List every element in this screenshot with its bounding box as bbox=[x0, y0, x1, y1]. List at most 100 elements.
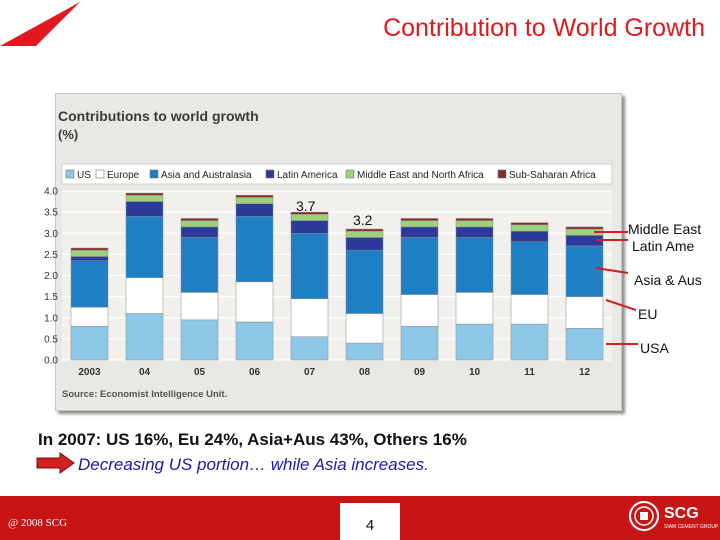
bar-segment-sub_saharan-12 bbox=[565, 226, 604, 230]
callout-latin-ame: Latin Ame bbox=[632, 238, 695, 254]
bar-segment-us-2003 bbox=[70, 325, 109, 361]
bar-segment-europe-07 bbox=[290, 298, 329, 338]
insight-text: Decreasing US portion… while Asia increa… bbox=[78, 455, 429, 474]
bar-segment-us-06 bbox=[235, 321, 274, 361]
chart-unit: (%) bbox=[58, 127, 79, 142]
legend-swatch-middle_east bbox=[345, 169, 355, 179]
y-tick-label: 1.5 bbox=[44, 292, 58, 303]
slide-title: Contribution to World Growth bbox=[383, 14, 705, 42]
bar-segment-europe-04 bbox=[125, 277, 164, 314]
bar-segment-us-08 bbox=[345, 342, 384, 361]
bar-segment-asia-12 bbox=[565, 245, 604, 297]
bar-segment-latin_america-06 bbox=[235, 203, 274, 217]
legend-swatch-sub_saharan bbox=[497, 169, 507, 179]
bar-segment-us-09 bbox=[400, 325, 439, 361]
bar-segment-middle_east-09 bbox=[400, 220, 439, 228]
callout-value-08: 3.2 bbox=[353, 212, 373, 228]
bar-segment-us-10 bbox=[455, 323, 494, 361]
brand-logo bbox=[0, 2, 80, 46]
bar-segment-middle_east-11 bbox=[510, 224, 549, 232]
bar-segment-asia-11 bbox=[510, 241, 549, 295]
bar-segment-latin_america-10 bbox=[455, 226, 494, 238]
y-tick-label: 0.5 bbox=[44, 334, 58, 345]
chart-title: Contributions to world growth bbox=[58, 108, 259, 124]
summary-text: In 2007: US 16%, Eu 24%, Asia+Aus 43%, O… bbox=[38, 430, 467, 449]
legend-swatch-latin_america bbox=[265, 169, 275, 179]
x-tick-label: 10 bbox=[469, 367, 481, 378]
bar-segment-latin_america-04 bbox=[125, 201, 164, 217]
legend-label-asia: Asia and Australasia bbox=[161, 170, 252, 181]
scg-brand-name: SCG bbox=[664, 505, 699, 522]
bar-segment-asia-06 bbox=[235, 216, 274, 283]
bar-segment-europe-10 bbox=[455, 292, 494, 325]
x-tick-label: 09 bbox=[414, 367, 426, 378]
bar-segment-latin_america-08 bbox=[345, 237, 384, 251]
copyright-text: @ 2008 SCG bbox=[8, 517, 68, 529]
bar-segment-sub_saharan-08 bbox=[345, 228, 384, 232]
x-tick-label: 06 bbox=[249, 367, 261, 378]
bar-segment-europe-09 bbox=[400, 294, 439, 327]
bar-segment-sub_saharan-11 bbox=[510, 222, 549, 226]
bar-segment-asia-08 bbox=[345, 249, 384, 314]
bar-segment-us-05 bbox=[180, 319, 219, 361]
scg-logo-icon bbox=[629, 501, 659, 531]
legend-label-us: US bbox=[77, 170, 91, 181]
bar-segment-middle_east-07 bbox=[290, 213, 329, 221]
y-tick-label: 2.0 bbox=[44, 271, 58, 282]
bar-segment-middle_east-08 bbox=[345, 230, 384, 238]
bar-segment-us-04 bbox=[125, 313, 164, 361]
bar-segment-asia-09 bbox=[400, 237, 439, 295]
callout-value-07: 3.7 bbox=[296, 198, 316, 214]
bar-segment-sub_saharan-04 bbox=[125, 192, 164, 196]
y-tick-label: 3.0 bbox=[44, 229, 58, 240]
bar-segment-europe-11 bbox=[510, 294, 549, 325]
x-tick-label: 04 bbox=[139, 367, 151, 378]
legend-label-latin_america: Latin America bbox=[277, 170, 338, 181]
x-tick-label: 08 bbox=[359, 367, 371, 378]
page-number-box: 4 bbox=[340, 503, 400, 540]
legend-box bbox=[61, 163, 613, 185]
y-tick-label: 4.0 bbox=[44, 187, 58, 198]
y-tick-label: 1.0 bbox=[44, 313, 58, 324]
bar-segment-sub_saharan-09 bbox=[400, 218, 439, 221]
x-tick-label: 2003 bbox=[78, 367, 101, 378]
bar-segment-latin_america-05 bbox=[180, 226, 219, 238]
bar-segment-us-11 bbox=[510, 323, 549, 361]
bar-segment-us-07 bbox=[290, 336, 329, 361]
legend-label-sub_saharan: Sub-Saharan Africa bbox=[509, 170, 596, 181]
legend-label-europe: Europe bbox=[107, 170, 140, 181]
legend-label-middle_east: Middle East and North Africa bbox=[357, 170, 484, 181]
bar-segment-latin_america-09 bbox=[400, 226, 439, 238]
bar-segment-latin_america-11 bbox=[510, 230, 549, 242]
bar-segment-europe-12 bbox=[565, 296, 604, 329]
bar-segment-middle_east-05 bbox=[180, 220, 219, 228]
bar-segment-europe-05 bbox=[180, 292, 219, 321]
bar-segment-latin_america-07 bbox=[290, 220, 329, 234]
x-tick-label: 07 bbox=[304, 367, 316, 378]
bar-segment-sub_saharan-07 bbox=[290, 211, 329, 215]
legend-swatch-us bbox=[65, 169, 75, 179]
callout-eu: EU bbox=[638, 306, 658, 322]
chart-source: Source: Economist Intelligence Unit. bbox=[62, 389, 228, 400]
bar-segment-asia-05 bbox=[180, 237, 219, 293]
y-tick-label: 0.0 bbox=[44, 356, 58, 367]
bar-segment-sub_saharan-2003 bbox=[70, 247, 109, 251]
scg-tagline: SIAM CEMENT GROUP bbox=[664, 524, 719, 530]
right-arrow-icon bbox=[36, 452, 75, 474]
bar-segment-middle_east-2003 bbox=[70, 249, 109, 257]
bar-segment-asia-10 bbox=[455, 237, 494, 293]
x-tick-label: 12 bbox=[579, 367, 591, 378]
x-tick-label: 05 bbox=[194, 367, 206, 378]
bar-segment-middle_east-04 bbox=[125, 194, 164, 202]
bar-segment-us-12 bbox=[565, 328, 604, 361]
bar-segment-sub_saharan-10 bbox=[455, 218, 494, 221]
y-tick-label: 2.5 bbox=[44, 250, 58, 261]
bar-segment-sub_saharan-05 bbox=[180, 218, 219, 221]
page-number: 4 bbox=[365, 517, 375, 534]
bar-segment-middle_east-10 bbox=[455, 220, 494, 228]
bar-segment-europe-2003 bbox=[70, 306, 109, 327]
y-tick-label: 3.5 bbox=[44, 208, 58, 219]
callout-line bbox=[595, 267, 629, 274]
bar-segment-asia-04 bbox=[125, 216, 164, 278]
legend-swatch-asia bbox=[149, 169, 159, 179]
